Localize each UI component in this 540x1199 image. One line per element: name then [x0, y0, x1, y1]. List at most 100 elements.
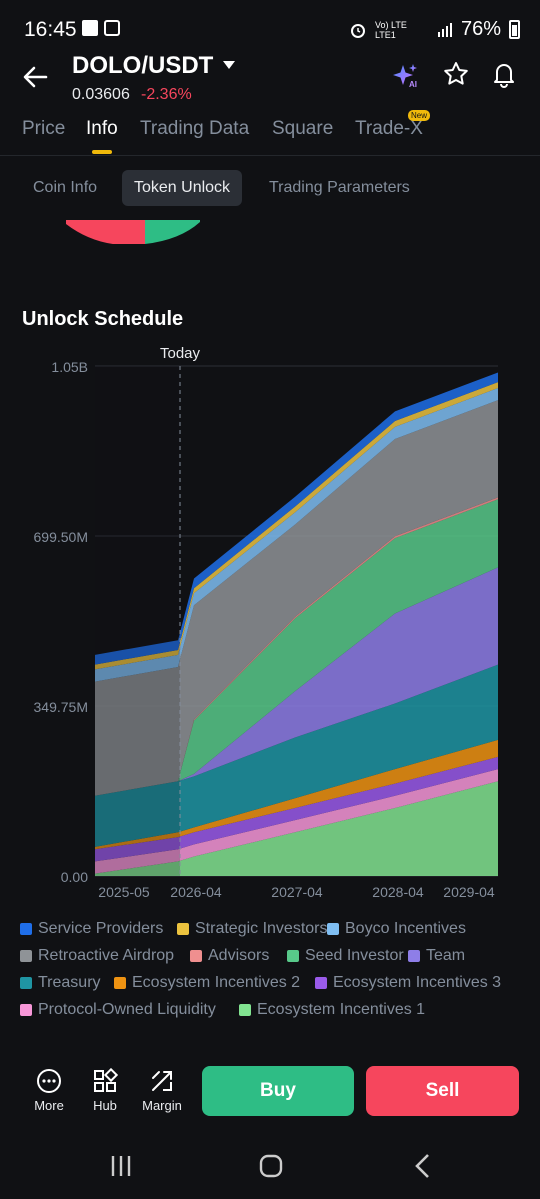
sell-button[interactable]: Sell: [366, 1066, 519, 1116]
legend-item[interactable]: Seed Investor: [287, 947, 404, 965]
legend-item[interactable]: Protocol-Owned Liquidity: [20, 1001, 216, 1019]
ai-sparkle-icon[interactable]: AI: [392, 62, 420, 90]
last-price: 0.03606: [72, 86, 130, 103]
star-icon[interactable]: [442, 60, 470, 88]
y-tick-label: 0.00: [61, 869, 88, 885]
hub-label: Hub: [93, 1098, 117, 1113]
legend-label: Seed Investor: [305, 947, 404, 964]
legend-item[interactable]: Retroactive Airdrop: [20, 947, 174, 965]
tab-trade-x[interactable]: Trade-X: [355, 118, 423, 139]
status-bar: 16:45 Vo) LTE LTE1 76%: [0, 0, 540, 60]
legend-label: Ecosystem Incentives 1: [257, 1001, 426, 1018]
legend-swatch: [114, 977, 126, 989]
battery-icon: [509, 20, 520, 39]
legend-swatch: [287, 950, 299, 962]
legend-swatch: [190, 950, 202, 962]
legend-item[interactable]: Ecosystem Incentives 2: [114, 974, 300, 992]
x-tick-label: 2029-04: [443, 884, 495, 900]
legend-swatch: [20, 977, 32, 989]
area-series-retroactive-airdrop[interactable]: [95, 400, 498, 796]
tab-info[interactable]: Info: [86, 118, 118, 139]
bottom-action-bar: More Hub Margin Buy Sell: [0, 1056, 540, 1136]
margin-arrows-icon: [152, 1071, 172, 1091]
allocation-pie-fragment: [66, 220, 200, 244]
margin-button[interactable]: Margin: [137, 1068, 187, 1113]
legend-label: Retroactive Airdrop: [38, 947, 175, 964]
signal-icon: [437, 22, 452, 37]
legend-item[interactable]: Advisors: [190, 947, 269, 965]
legend-swatch: [20, 950, 32, 962]
bell-icon[interactable]: [490, 60, 518, 88]
active-tab-indicator: [92, 150, 112, 154]
legend-item[interactable]: Team: [408, 947, 465, 965]
legend-item[interactable]: Treasury: [20, 974, 101, 992]
legend-swatch: [327, 923, 339, 935]
hub-button[interactable]: Hub: [80, 1068, 130, 1113]
recents-icon[interactable]: [106, 1152, 136, 1180]
area-series-seed-investor[interactable]: [95, 499, 498, 796]
area-series-team[interactable]: [95, 567, 498, 796]
checkbox-notification-icon: [82, 20, 98, 36]
area-series-ecosystem-incentives-3[interactable]: [95, 756, 498, 862]
buy-button[interactable]: Buy: [202, 1066, 354, 1116]
legend-label: Ecosystem Incentives 2: [132, 974, 301, 991]
subtab-coin-info[interactable]: Coin Info: [33, 179, 98, 196]
legend-item[interactable]: Ecosystem Incentives 1: [239, 1001, 425, 1019]
unlock-schedule-chart[interactable]: 0.00 349.75M 699.50M 1.05B Today 2025-05 2026-…: [0, 340, 540, 910]
legend-item[interactable]: Boyco Incentives: [327, 920, 466, 938]
info-subtabs: Coin Info Token Unlock Trading Parameter…: [0, 170, 540, 208]
legend-label: Strategic Investors: [195, 920, 328, 937]
hub-grid-icon: [94, 1068, 118, 1092]
tab-square[interactable]: Square: [272, 118, 334, 139]
y-tick-label: 699.50M: [34, 529, 88, 545]
legend-swatch: [177, 923, 189, 935]
alarm-icon: [350, 23, 365, 38]
legend-swatch: [20, 1004, 32, 1016]
network-label: Vo) LTE LTE1: [374, 19, 407, 40]
battery-percentage: 76%: [460, 18, 501, 40]
subtab-trading-parameters[interactable]: Trading Parameters: [269, 179, 410, 196]
pair-title[interactable]: DOLO/USDT: [72, 52, 214, 79]
legend-item[interactable]: Strategic Investors: [177, 920, 328, 938]
new-badge: New: [408, 110, 431, 121]
pair-header: DOLO/USDT 0.03606 -2.36% AI: [0, 48, 540, 108]
legend-label: Protocol-Owned Liquidity: [38, 1001, 216, 1018]
legend-swatch: [239, 1004, 251, 1016]
legend-label: Team: [426, 947, 466, 964]
tab-trading-data[interactable]: Trading Data: [140, 118, 250, 139]
status-time: 16:45: [24, 18, 77, 41]
x-tick-label: 2027-04: [271, 884, 323, 900]
unlock-schedule-title: Unlock Schedule: [22, 308, 184, 330]
main-tabs: Price Info Trading Data Square Trade-X N…: [0, 110, 540, 156]
legend-swatch: [315, 977, 327, 989]
system-nav-bar: [0, 1136, 540, 1199]
y-tick-label: 1.05B: [51, 359, 88, 375]
subtab-token-unlock[interactable]: Token Unlock: [122, 170, 243, 206]
past-region-shade: [95, 366, 180, 876]
legend-swatch: [20, 923, 32, 935]
more-dots-icon: [37, 1069, 61, 1093]
legend-label: Advisors: [208, 947, 270, 964]
y-tick-label: 349.75M: [34, 699, 88, 715]
x-tick-label: 2025-05: [98, 884, 150, 900]
back-arrow-icon[interactable]: [20, 62, 50, 92]
price-change: -2.36%: [141, 86, 192, 103]
legend-label: Ecosystem Incentives 3: [333, 974, 502, 991]
app-notification-icon: [104, 20, 120, 36]
area-series-ecosystem-incentives-1[interactable]: [95, 781, 498, 876]
area-series-treasury[interactable]: [95, 664, 498, 847]
legend-item[interactable]: Service Providers: [20, 920, 163, 938]
x-tick-label: 2026-04: [170, 884, 222, 900]
more-button[interactable]: More: [24, 1068, 74, 1113]
x-tick-label: 2028-04: [372, 884, 424, 900]
home-icon[interactable]: [256, 1152, 286, 1180]
chevron-down-icon[interactable]: [222, 60, 236, 70]
legend-label: Boyco Incentives: [345, 920, 466, 937]
tab-price[interactable]: Price: [22, 118, 66, 139]
margin-label: Margin: [142, 1098, 182, 1113]
legend-item[interactable]: Ecosystem Incentives 3: [315, 974, 501, 992]
today-marker-label: Today: [160, 345, 201, 362]
more-label: More: [34, 1098, 64, 1113]
area-series-protocol-owned-liquidity[interactable]: [95, 769, 498, 874]
back-icon[interactable]: [408, 1152, 438, 1180]
